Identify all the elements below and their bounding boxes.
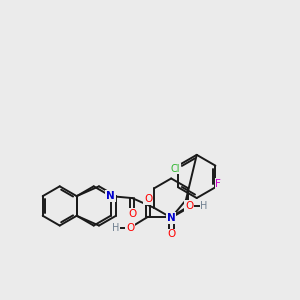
Text: H: H [112,223,119,232]
Text: Cl: Cl [170,164,180,174]
Text: O: O [128,209,136,219]
Text: H: H [200,201,208,211]
Text: N: N [167,213,176,223]
Text: F: F [215,179,221,189]
Text: O: O [144,194,152,204]
Text: O: O [185,201,194,211]
Text: O: O [167,230,176,239]
Text: O: O [126,223,134,232]
Text: N: N [106,191,115,201]
